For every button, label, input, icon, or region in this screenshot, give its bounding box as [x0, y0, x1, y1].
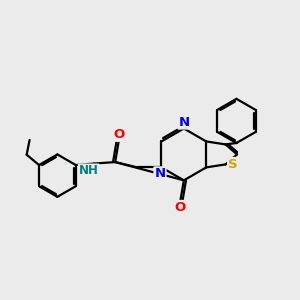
Text: S: S	[228, 158, 238, 171]
Text: O: O	[175, 201, 186, 214]
Text: NH: NH	[79, 164, 99, 177]
Text: N: N	[154, 167, 166, 180]
Text: O: O	[113, 128, 124, 141]
Text: N: N	[178, 116, 189, 128]
